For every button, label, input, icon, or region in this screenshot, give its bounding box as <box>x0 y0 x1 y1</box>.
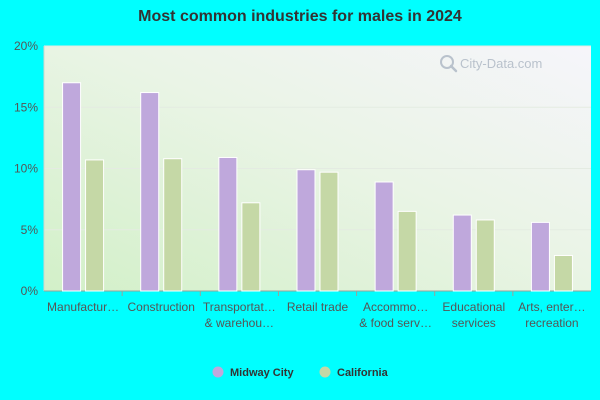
bar <box>62 82 82 292</box>
legend-swatch <box>319 366 331 378</box>
y-tick-label: 10% <box>14 162 38 176</box>
bar <box>140 92 160 292</box>
y-tick-label: 0% <box>21 284 39 298</box>
legend-label: California <box>337 367 389 379</box>
legend-label: Midway City <box>230 367 294 379</box>
bar <box>319 171 339 292</box>
bar <box>397 210 417 292</box>
bar <box>374 181 394 292</box>
bar <box>85 159 105 292</box>
y-tick-label: 20% <box>14 39 38 53</box>
x-tick-label: Transportat… <box>203 300 276 314</box>
x-tick-label: & food serv… <box>359 316 432 330</box>
x-tick-label: & warehou… <box>205 316 274 330</box>
chart-title: Most common industries for males in 2024 <box>138 8 462 25</box>
bar <box>218 156 238 292</box>
watermark-text: City-Data.com <box>460 56 542 71</box>
bar <box>452 214 472 292</box>
bar <box>553 254 573 292</box>
x-tick-label: Manufactur… <box>47 300 119 314</box>
y-tick-label: 15% <box>14 100 38 114</box>
bar <box>475 219 495 292</box>
x-tick-label: Construction <box>128 300 195 314</box>
bar <box>163 158 183 292</box>
bar <box>296 169 316 292</box>
magnifier-icon <box>440 55 458 73</box>
x-tick-label: Accommo… <box>363 300 428 314</box>
x-tick-label: services <box>452 316 496 330</box>
legend-swatch <box>212 366 224 378</box>
bar <box>530 221 550 292</box>
x-tick-label: Educational <box>442 300 505 314</box>
x-tick-label: Arts, enter… <box>518 300 585 314</box>
x-tick-label: recreation <box>525 316 578 330</box>
x-tick-label: Retail trade <box>287 300 349 314</box>
bar <box>241 202 261 292</box>
y-tick-label: 5% <box>21 223 39 237</box>
